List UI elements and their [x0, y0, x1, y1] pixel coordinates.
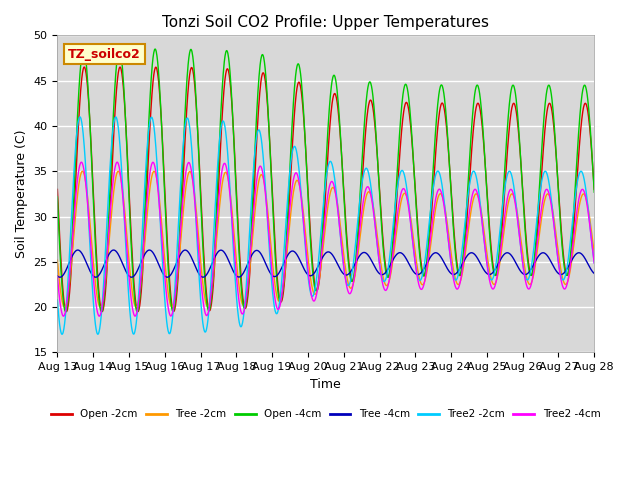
Legend: Open -2cm, Tree -2cm, Open -4cm, Tree -4cm, Tree2 -2cm, Tree2 -4cm: Open -2cm, Tree -2cm, Open -4cm, Tree -4…	[47, 405, 605, 423]
X-axis label: Time: Time	[310, 378, 341, 391]
Text: TZ_soilco2: TZ_soilco2	[68, 48, 141, 60]
Title: Tonzi Soil CO2 Profile: Upper Temperatures: Tonzi Soil CO2 Profile: Upper Temperatur…	[163, 15, 490, 30]
Y-axis label: Soil Temperature (C): Soil Temperature (C)	[15, 130, 28, 258]
